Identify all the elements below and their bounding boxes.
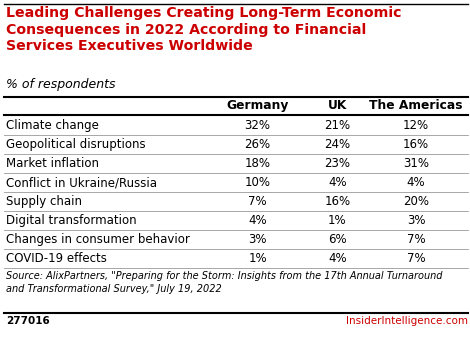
Text: Climate change: Climate change bbox=[6, 119, 99, 132]
Text: 20%: 20% bbox=[403, 195, 429, 208]
Text: 4%: 4% bbox=[328, 252, 347, 265]
Text: 4%: 4% bbox=[407, 176, 425, 189]
Text: Market inflation: Market inflation bbox=[6, 157, 99, 170]
Text: 21%: 21% bbox=[324, 119, 351, 132]
Text: 277016: 277016 bbox=[6, 316, 49, 326]
Text: 7%: 7% bbox=[248, 195, 267, 208]
Text: COVID-19 effects: COVID-19 effects bbox=[6, 252, 107, 265]
Text: 10%: 10% bbox=[244, 176, 271, 189]
Text: Geopolitical disruptions: Geopolitical disruptions bbox=[6, 138, 145, 151]
Text: % of respondents: % of respondents bbox=[6, 78, 115, 91]
Text: 16%: 16% bbox=[324, 195, 351, 208]
Text: 3%: 3% bbox=[248, 233, 267, 246]
Text: Source: AlixPartners, "Preparing for the Storm: Insights from the 17th Annual Tu: Source: AlixPartners, "Preparing for the… bbox=[6, 271, 442, 294]
Text: Conflict in Ukraine/Russia: Conflict in Ukraine/Russia bbox=[6, 176, 157, 189]
Text: 1%: 1% bbox=[328, 214, 347, 227]
Text: 26%: 26% bbox=[244, 138, 271, 151]
Text: 31%: 31% bbox=[403, 157, 429, 170]
Text: 4%: 4% bbox=[328, 176, 347, 189]
Text: 7%: 7% bbox=[407, 252, 425, 265]
Text: 32%: 32% bbox=[244, 119, 271, 132]
Text: The Americas: The Americas bbox=[369, 99, 462, 112]
Text: Changes in consumer behavior: Changes in consumer behavior bbox=[6, 233, 189, 246]
Text: 23%: 23% bbox=[324, 157, 351, 170]
Text: 3%: 3% bbox=[407, 214, 425, 227]
Text: 12%: 12% bbox=[403, 119, 429, 132]
Text: UK: UK bbox=[328, 99, 347, 112]
Text: Digital transformation: Digital transformation bbox=[6, 214, 136, 227]
Text: 24%: 24% bbox=[324, 138, 351, 151]
Text: 1%: 1% bbox=[248, 252, 267, 265]
Text: Supply chain: Supply chain bbox=[6, 195, 82, 208]
Text: Germany: Germany bbox=[227, 99, 289, 112]
Text: InsiderIntelligence.com: InsiderIntelligence.com bbox=[345, 316, 468, 326]
Text: Leading Challenges Creating Long-Term Economic
Consequences in 2022 According to: Leading Challenges Creating Long-Term Ec… bbox=[6, 6, 401, 53]
Text: 18%: 18% bbox=[244, 157, 271, 170]
Text: 6%: 6% bbox=[328, 233, 347, 246]
Text: 4%: 4% bbox=[248, 214, 267, 227]
Text: 16%: 16% bbox=[403, 138, 429, 151]
Text: 7%: 7% bbox=[407, 233, 425, 246]
